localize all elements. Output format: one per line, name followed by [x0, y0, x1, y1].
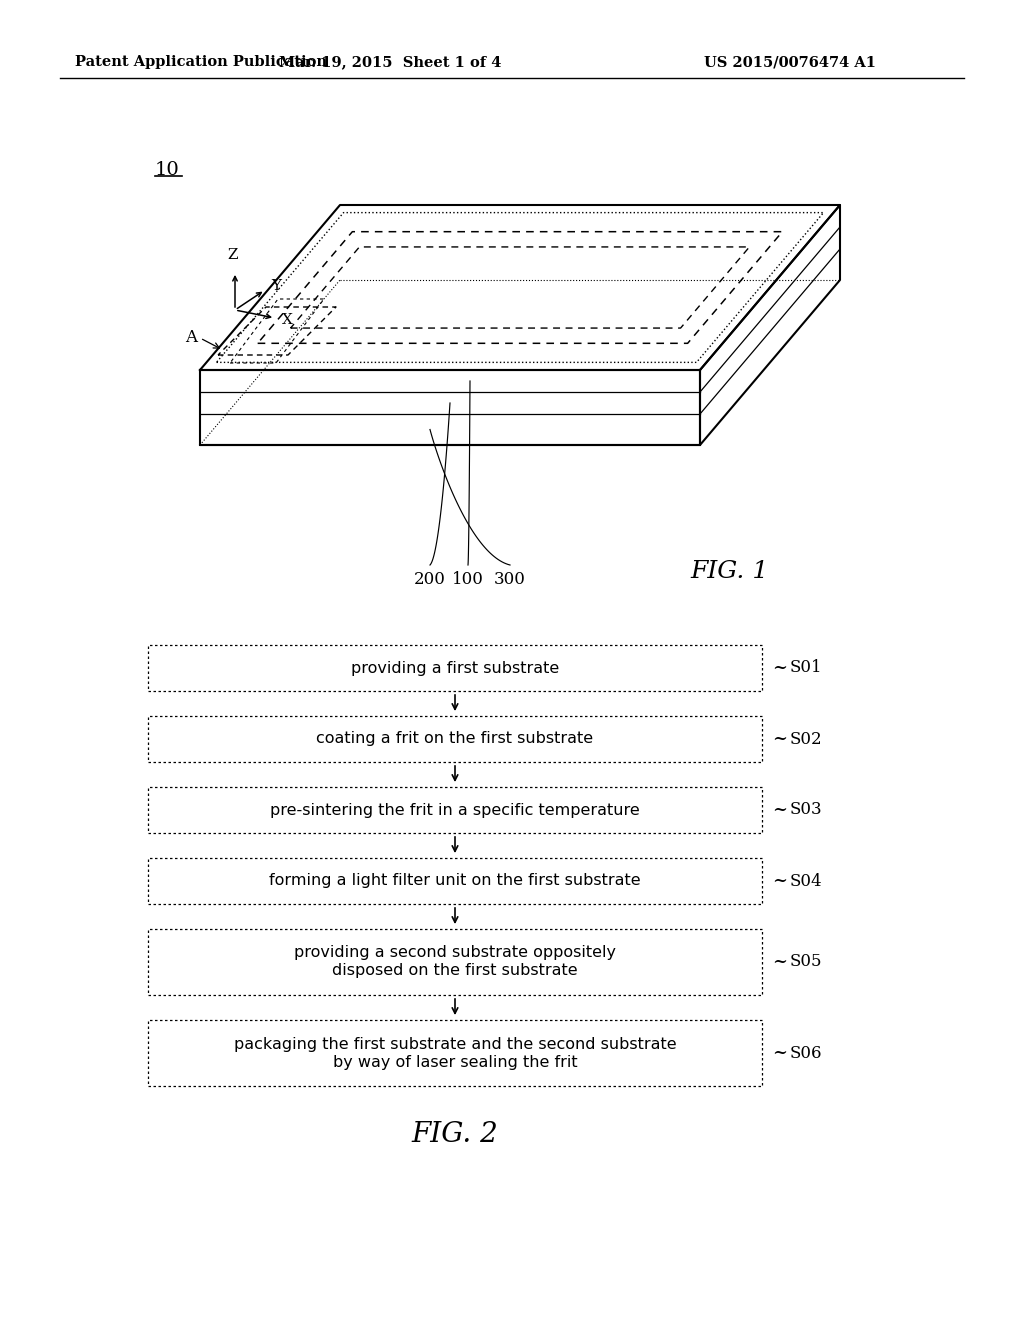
Text: US 2015/0076474 A1: US 2015/0076474 A1 [705, 55, 876, 69]
Text: Y: Y [271, 279, 281, 293]
Text: S05: S05 [790, 953, 822, 970]
Text: 200: 200 [414, 570, 445, 587]
Text: ~: ~ [772, 1044, 787, 1063]
Text: by way of laser sealing the frit: by way of laser sealing the frit [333, 1055, 578, 1069]
Text: Mar. 19, 2015  Sheet 1 of 4: Mar. 19, 2015 Sheet 1 of 4 [279, 55, 501, 69]
Text: S02: S02 [790, 730, 822, 747]
Text: 10: 10 [155, 161, 180, 180]
Text: Patent Application Publication: Patent Application Publication [75, 55, 327, 69]
Text: pre-sintering the frit in a specific temperature: pre-sintering the frit in a specific tem… [270, 803, 640, 817]
Text: X: X [282, 313, 293, 327]
Text: providing a first substrate: providing a first substrate [351, 660, 559, 676]
Text: ~: ~ [772, 873, 787, 890]
Text: 100: 100 [452, 570, 484, 587]
Text: S06: S06 [790, 1044, 822, 1061]
Text: S03: S03 [790, 801, 822, 818]
Text: 300: 300 [494, 570, 526, 587]
Text: ~: ~ [772, 730, 787, 748]
Text: coating a frit on the first substrate: coating a frit on the first substrate [316, 731, 594, 747]
Text: FIG. 1: FIG. 1 [690, 561, 768, 583]
Text: A: A [185, 330, 197, 346]
Text: S01: S01 [790, 660, 822, 676]
Text: ~: ~ [772, 953, 787, 972]
Text: forming a light filter unit on the first substrate: forming a light filter unit on the first… [269, 874, 641, 888]
Text: ~: ~ [772, 659, 787, 677]
Text: Z: Z [227, 248, 239, 261]
Text: ~: ~ [772, 801, 787, 818]
Text: S04: S04 [790, 873, 822, 890]
Text: disposed on the first substrate: disposed on the first substrate [332, 964, 578, 978]
Text: providing a second substrate oppositely: providing a second substrate oppositely [294, 945, 616, 961]
Text: packaging the first substrate and the second substrate: packaging the first substrate and the se… [233, 1036, 676, 1052]
Text: FIG. 2: FIG. 2 [412, 1121, 499, 1147]
